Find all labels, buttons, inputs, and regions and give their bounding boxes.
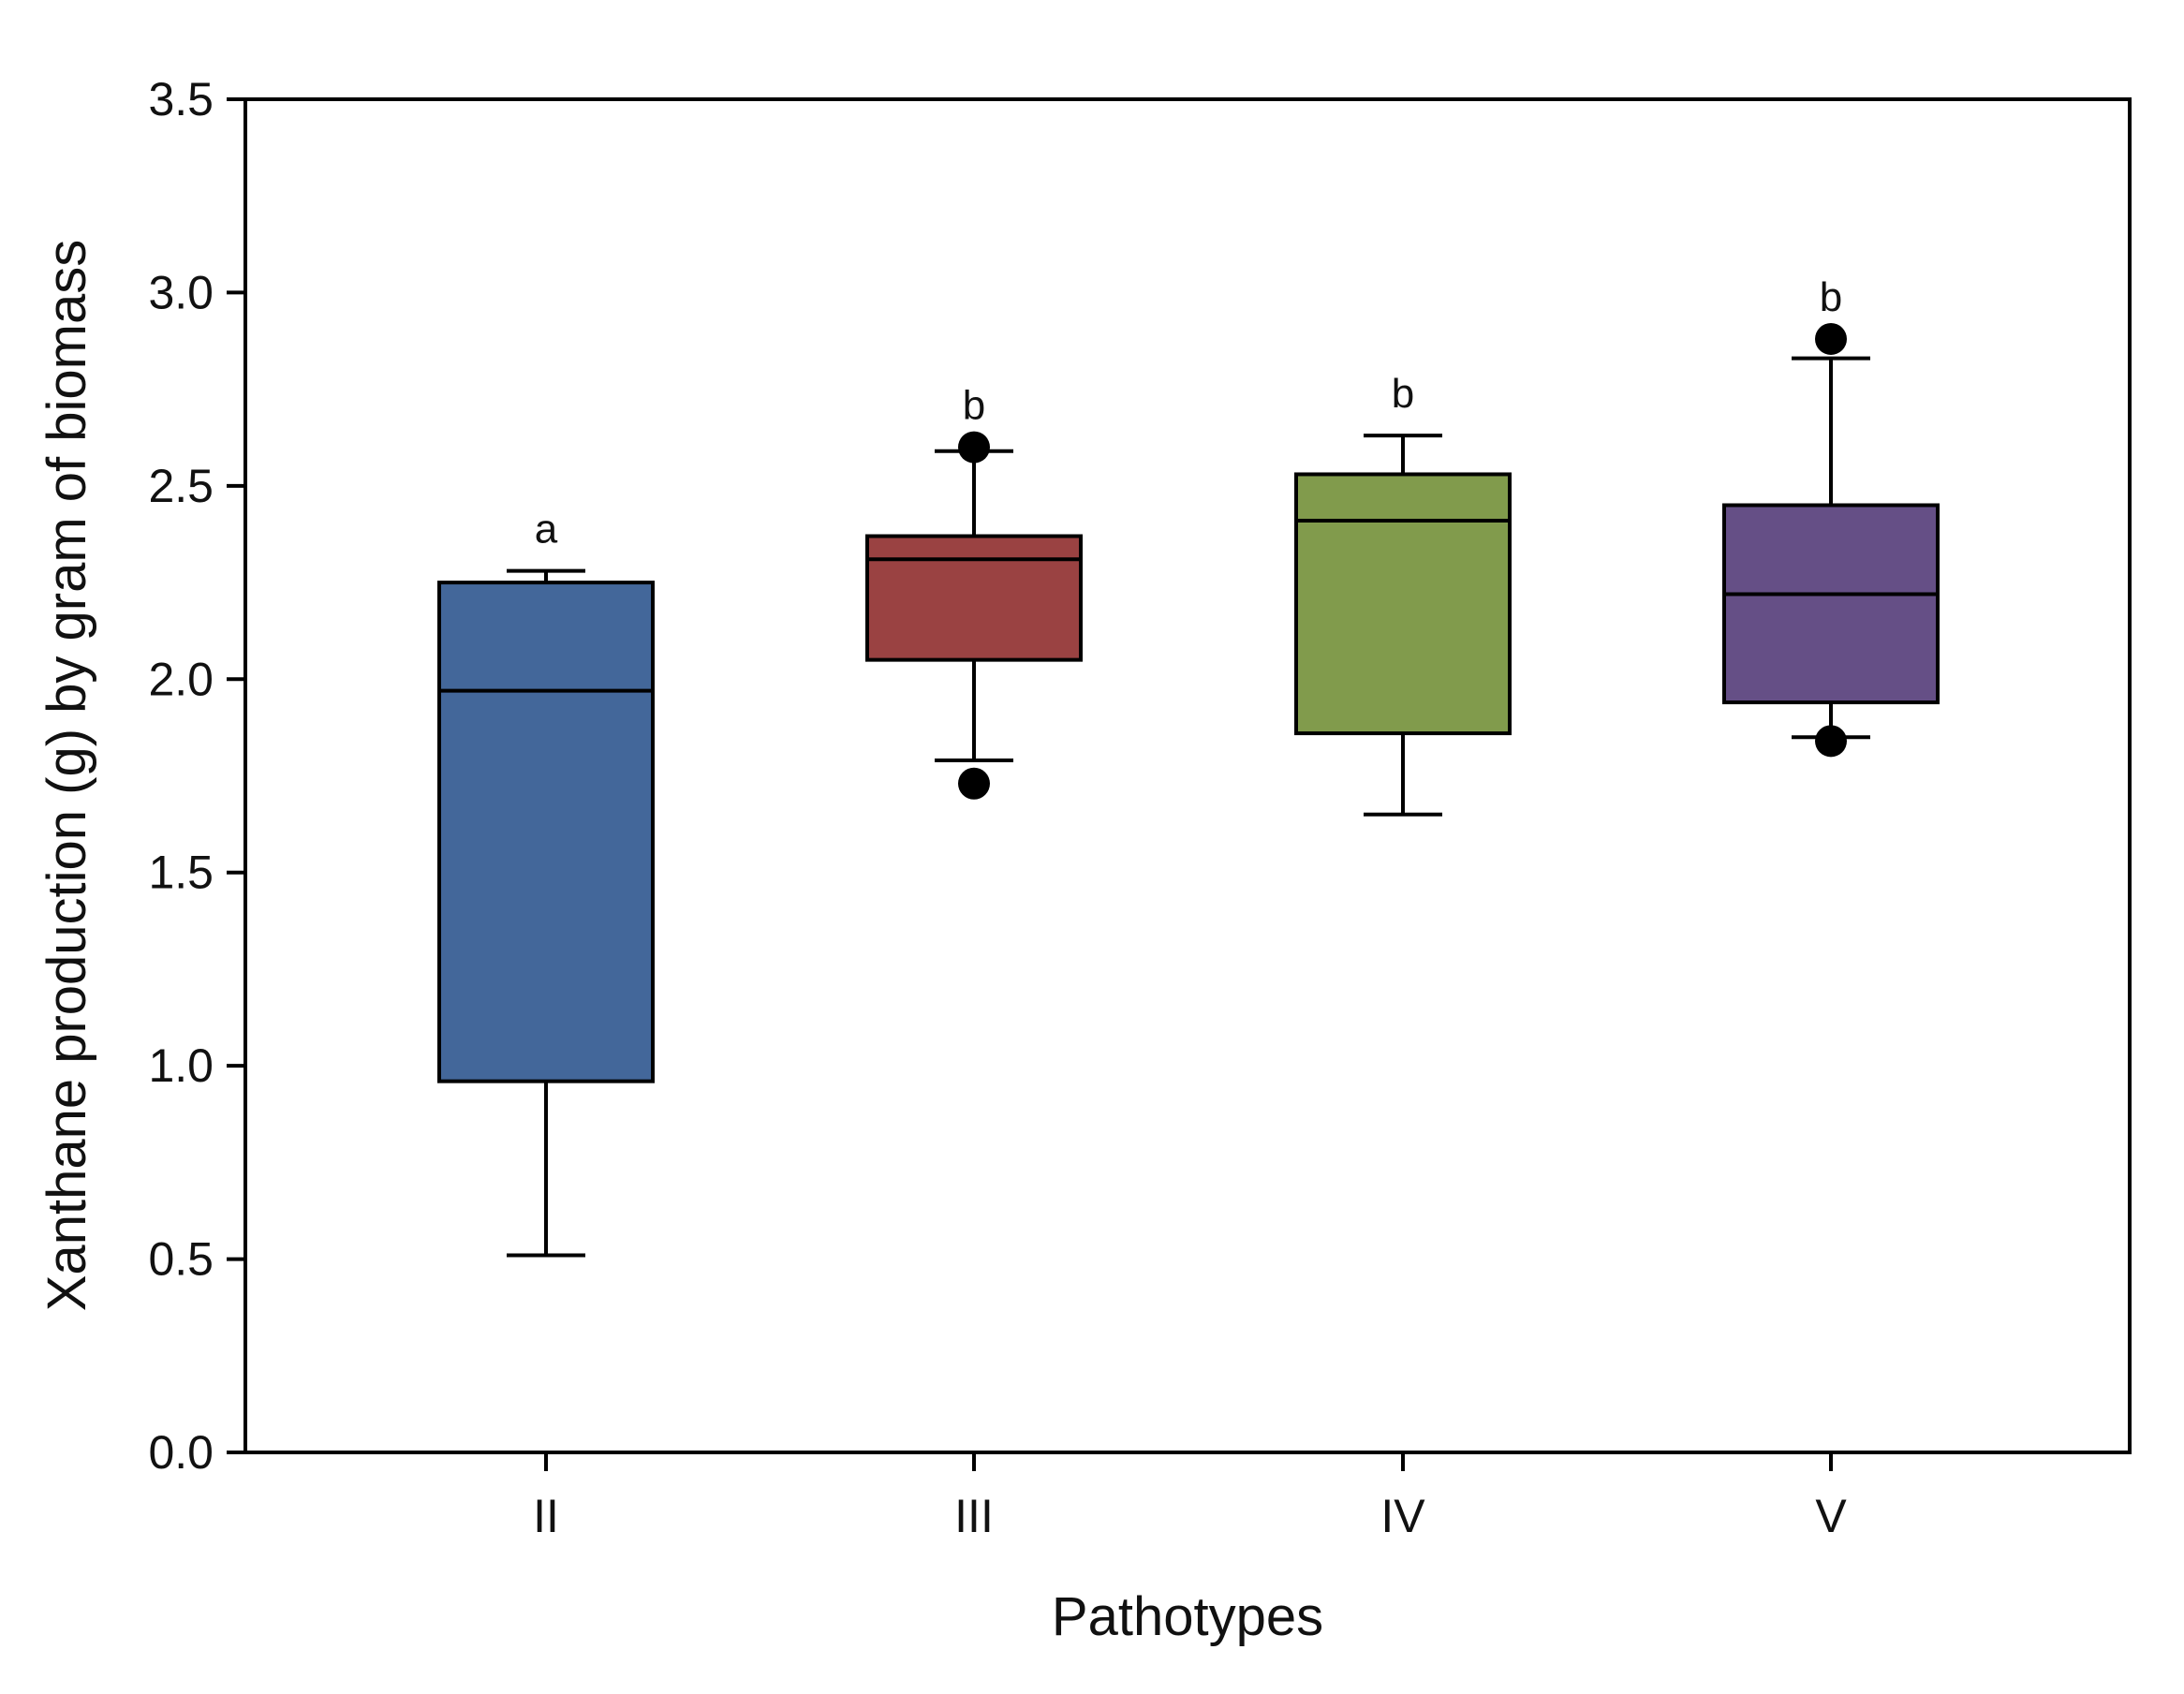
box-group-IV: b: [1294, 371, 1512, 817]
outlier-point: [958, 767, 990, 800]
outlier-point: [1815, 322, 1847, 355]
y-tick-label: 1.5: [148, 847, 214, 899]
plot-frame: [243, 97, 2132, 1454]
x-axis-title: Pathotypes: [1052, 1586, 1323, 1647]
box-iqr: [865, 534, 1083, 662]
box-series: a b b b: [437, 274, 1940, 1258]
y-tick-label: 1.0: [148, 1039, 214, 1092]
box-iqr: [1722, 503, 1940, 705]
y-tick-label: 0.0: [148, 1426, 214, 1479]
y-axis: 0.0 0.5 1.0 1.5 2.0 2.5 3.0 3.5: [148, 73, 245, 1479]
significance-label: b: [1392, 371, 1414, 417]
x-axis: II III IV V: [533, 1452, 1847, 1542]
y-axis-title: Xanthane production (g) by gram of bioma…: [37, 240, 97, 1312]
outlier-point: [1815, 725, 1847, 758]
box-group-V: b: [1722, 274, 1940, 758]
significance-label: b: [963, 383, 985, 429]
box-group-II: a: [437, 507, 655, 1258]
y-tick-label: 3.5: [148, 73, 214, 125]
y-tick-label: 2.5: [148, 460, 214, 512]
box-iqr: [437, 581, 655, 1083]
box-group-III: b: [865, 383, 1083, 800]
x-tick-label: IV: [1380, 1490, 1425, 1542]
significance-label: a: [535, 507, 558, 552]
x-tick-label: III: [954, 1490, 994, 1542]
y-tick-label: 2.0: [148, 653, 214, 705]
significance-label: b: [1820, 274, 1842, 320]
y-tick-label: 0.5: [148, 1233, 214, 1286]
y-tick-label: 3.0: [148, 266, 214, 318]
box-iqr: [1294, 472, 1512, 736]
outlier-point: [958, 431, 990, 464]
x-tick-label: V: [1815, 1490, 1847, 1542]
x-tick-label: II: [533, 1490, 559, 1542]
